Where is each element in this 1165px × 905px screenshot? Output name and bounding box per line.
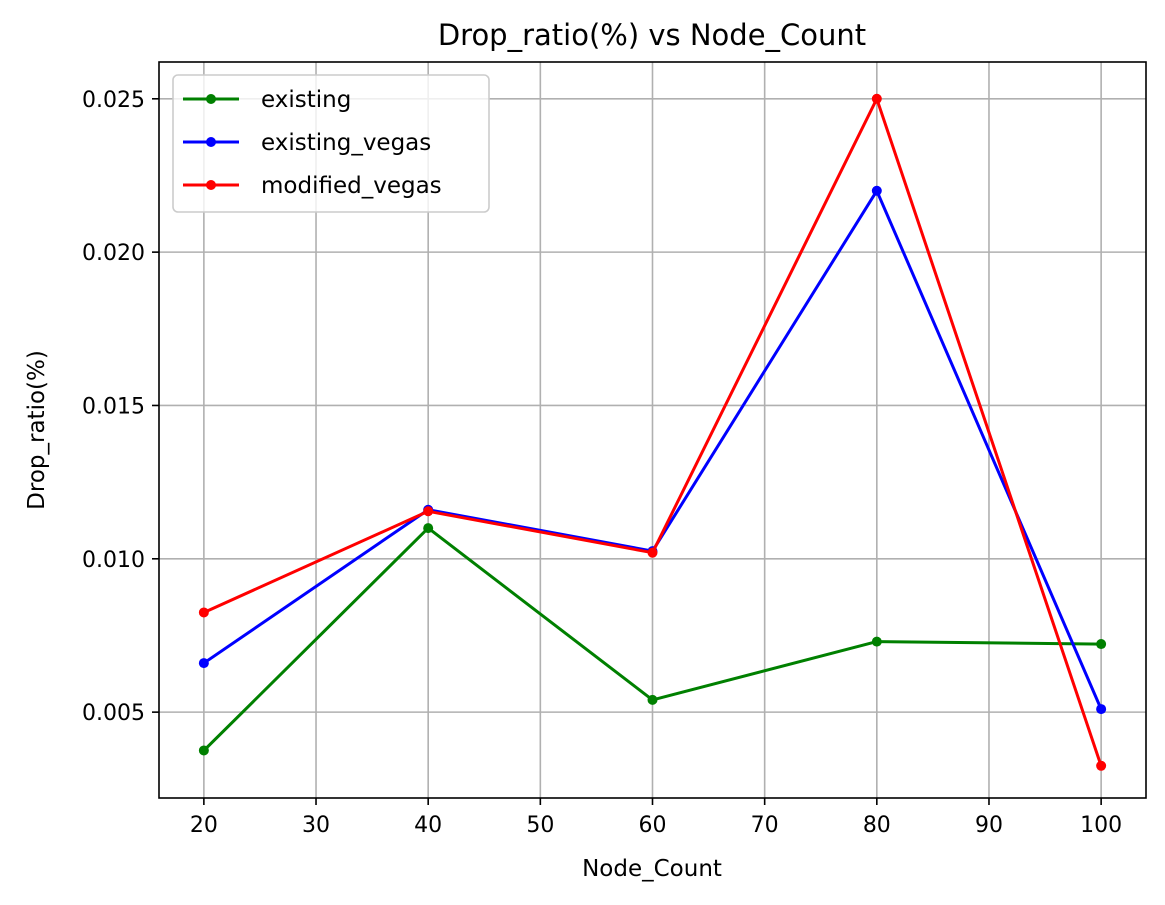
data-point (871, 93, 882, 104)
legend-box (172, 74, 490, 213)
legend-item: modified_vegas (183, 173, 442, 199)
legend-marker (206, 180, 216, 190)
y-tick-label: 0.020 (82, 241, 145, 266)
data-point (1096, 639, 1107, 650)
legend: existing existing_vegas modified_vegas (172, 74, 490, 213)
series-modified_vegas (198, 93, 1107, 771)
legend-item: existing (183, 87, 351, 113)
legend-marker (206, 137, 216, 147)
y-axis-label: Drop_ratio(%) (24, 350, 50, 510)
x-tick-label: 100 (1080, 813, 1122, 838)
y-tick-label: 0.010 (82, 548, 145, 573)
legend-label: existing_vegas (261, 130, 431, 156)
data-point (198, 607, 209, 618)
data-point (423, 506, 434, 517)
data-point (871, 185, 882, 196)
x-axis: 20 30 40 50 60 70 80 90 100 (190, 798, 1122, 838)
y-tick-label: 0.005 (82, 701, 145, 726)
legend-marker (206, 94, 216, 104)
data-point (198, 745, 209, 756)
data-point (1096, 704, 1107, 715)
y-tick-label: 0.025 (82, 88, 145, 113)
x-tick-label: 30 (302, 813, 330, 838)
series-layer (198, 93, 1107, 771)
x-tick-label: 40 (414, 813, 442, 838)
x-axis-label: Node_Count (582, 856, 722, 882)
data-point (871, 636, 882, 647)
chart-title: Drop_ratio(%) vs Node_Count (438, 18, 866, 52)
data-point (1096, 760, 1107, 771)
data-point (198, 658, 209, 669)
legend-label: modified_vegas (261, 173, 442, 199)
x-tick-label: 60 (639, 813, 667, 838)
x-tick-label: 50 (526, 813, 554, 838)
x-tick-label: 90 (975, 813, 1003, 838)
legend-label: existing (261, 87, 351, 113)
y-axis: 0.005 0.010 0.015 0.020 0.025 (82, 88, 159, 726)
data-point (647, 694, 658, 705)
series-existing (198, 523, 1107, 756)
x-tick-label: 80 (863, 813, 891, 838)
data-point (423, 523, 434, 534)
x-tick-label: 20 (190, 813, 218, 838)
y-tick-label: 0.015 (82, 394, 145, 419)
data-point (647, 547, 658, 558)
legend-item: existing_vegas (183, 130, 431, 156)
x-tick-label: 70 (751, 813, 779, 838)
